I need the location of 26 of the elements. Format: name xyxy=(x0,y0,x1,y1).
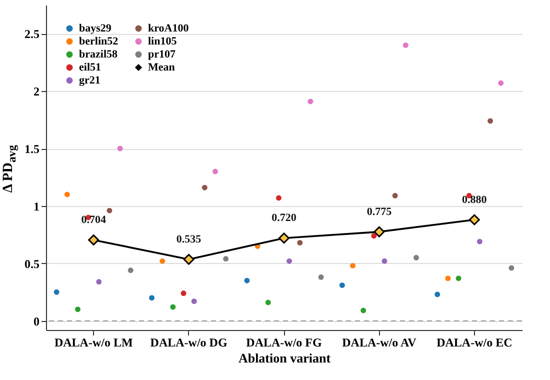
legend-label: Mean xyxy=(148,62,175,74)
legend-label: eil51 xyxy=(79,62,101,74)
x-tick-label: DALA-w/o FG xyxy=(246,336,322,350)
y-tick-label: 2 xyxy=(34,84,40,99)
y-tick-label: 1 xyxy=(34,199,40,214)
x-tick-label: DALA-w/o DG xyxy=(150,336,228,350)
legend-label: lin105 xyxy=(148,36,178,48)
legend-label: brazil58 xyxy=(79,48,118,60)
y-tick-label: 1.5 xyxy=(24,142,40,156)
legend-label: bays29 xyxy=(79,22,112,34)
data-label: 0.775 xyxy=(366,206,392,218)
data-label: 0.720 xyxy=(272,212,297,224)
y-tick-label: 0 xyxy=(34,314,40,328)
data-label: 0.880 xyxy=(462,194,488,206)
data-label: 0.535 xyxy=(176,233,202,246)
legend-label: pr107 xyxy=(148,48,176,60)
x-tick-label: DALA-w/o AV xyxy=(342,336,417,350)
x-tick-label: DALA-w/o LM xyxy=(54,336,133,350)
y-tick-label: 0.5 xyxy=(24,256,40,271)
legend-label: kroA100 xyxy=(148,22,190,34)
y-tick-label: 2.5 xyxy=(24,27,40,42)
legend-label: gr21 xyxy=(79,74,100,86)
data-label: 0.704 xyxy=(81,214,106,226)
x-axis-title: Ablation variant xyxy=(238,350,332,366)
x-tick-label: DALA-w/o EC xyxy=(436,336,512,350)
legend-label: berlin52 xyxy=(79,36,119,48)
